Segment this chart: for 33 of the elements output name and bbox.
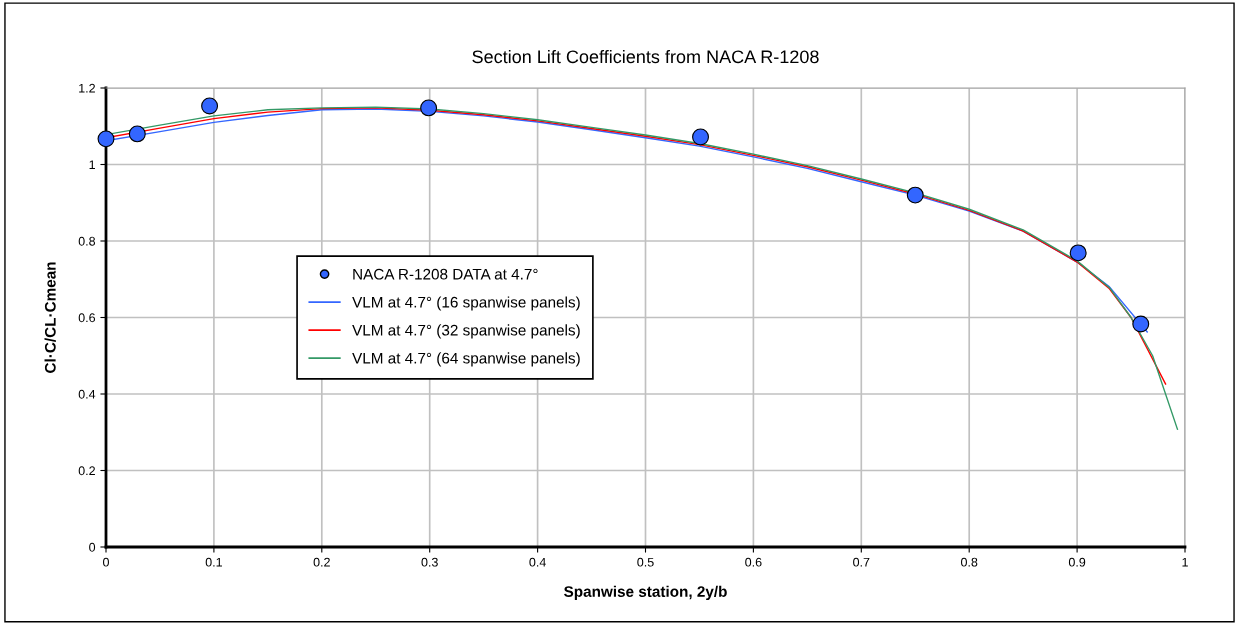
x-tick-label: 0.5	[637, 557, 654, 567]
y-tick-label: 0	[89, 542, 96, 552]
point	[128, 125, 146, 143]
y-tick-label: 1	[89, 160, 95, 170]
point	[1132, 315, 1150, 333]
point	[420, 99, 438, 117]
x-tick-label: 1	[1182, 557, 1188, 567]
legend-label: VLM at 4.7° (64 spanwise panels)	[352, 352, 580, 367]
x-tick-label: 0.6	[745, 557, 762, 567]
x-tick-label: 0.8	[961, 557, 978, 567]
chart-title: Section Lift Coefficients from NACA R-1208	[472, 49, 819, 64]
y-tick-label: 0.4	[78, 389, 96, 399]
y-axis-title: Cl·C/CL·Cmean	[44, 262, 56, 373]
point	[97, 130, 115, 148]
x-tick-label: 0.9	[1068, 557, 1086, 567]
x-tick-label: 0.1	[205, 557, 222, 567]
y-tick-label: 0.8	[78, 236, 96, 246]
x-tick-label: 0.2	[313, 557, 330, 567]
y-tick-label: 0.6	[78, 313, 96, 323]
point	[906, 186, 924, 204]
x-tick-label: 0.3	[421, 557, 438, 567]
point	[1069, 244, 1087, 262]
y-tick-label: 1.2	[79, 83, 95, 93]
legend-label: VLM at 4.7° (32 spanwise panels)	[352, 324, 580, 339]
x-tick-label: 0	[103, 557, 109, 567]
point	[201, 97, 219, 115]
point	[692, 128, 710, 146]
x-tick-label: 0.4	[529, 557, 546, 567]
x-axis-title: Spanwise station, 2y/b	[564, 585, 727, 600]
legend-label: VLM at 4.7° (16 spanwise panels)	[352, 296, 580, 311]
y-tick-label: 0.2	[78, 466, 95, 476]
legend-label: NACA R-1208 DATA at 4.7°	[353, 268, 538, 280]
x-tick-label: 0.7	[853, 557, 870, 567]
